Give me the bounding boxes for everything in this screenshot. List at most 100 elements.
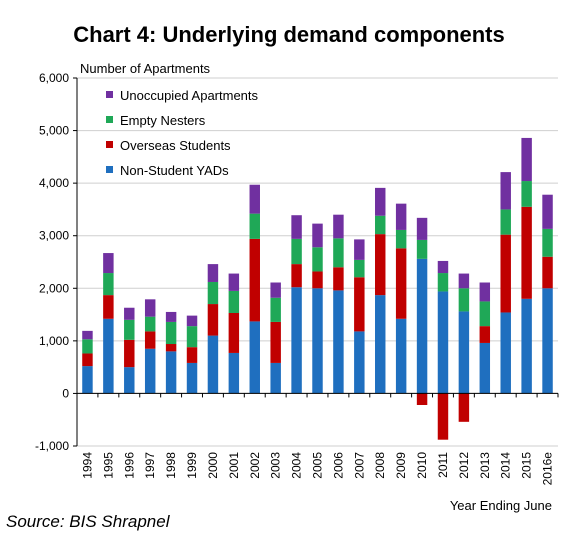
bar-segment bbox=[395, 248, 407, 319]
bar-segment bbox=[207, 281, 219, 305]
bar-segment bbox=[291, 287, 302, 394]
bar-segment bbox=[165, 311, 177, 322]
x-tick-label: 2007 bbox=[352, 452, 366, 479]
x-tick-label: 1995 bbox=[101, 452, 115, 479]
bar-segment bbox=[375, 187, 386, 216]
bar-segment bbox=[521, 181, 532, 207]
y-tick-label: 5,000 bbox=[39, 124, 69, 138]
bar-segment bbox=[270, 282, 281, 298]
bar-segment bbox=[249, 184, 260, 214]
bar-segment bbox=[479, 342, 491, 394]
legend-label: Empty Nesters bbox=[120, 113, 206, 128]
bar-segment bbox=[270, 362, 281, 394]
y-axis-label: Number of Apartments bbox=[80, 61, 211, 76]
bar-segment bbox=[521, 298, 532, 394]
bar-segment bbox=[354, 259, 365, 278]
bar-segment bbox=[375, 295, 386, 394]
x-tick-label: 2000 bbox=[206, 452, 220, 479]
bar-segment bbox=[542, 194, 553, 229]
bar-segment bbox=[354, 331, 365, 394]
y-tick-label: 1,000 bbox=[39, 334, 69, 348]
bar-segment bbox=[395, 229, 407, 249]
x-axis-label: Year Ending June bbox=[450, 498, 552, 513]
y-tick-labels: -1,000 0 1,000 2,000 3,000 4,000 5,000 6,000 bbox=[35, 71, 69, 453]
bar-segment bbox=[437, 291, 449, 394]
bar-segment bbox=[542, 256, 553, 289]
bar-segment bbox=[249, 238, 260, 322]
x-tick-label: 2008 bbox=[373, 452, 387, 479]
bar-segment bbox=[270, 321, 281, 363]
bar-segment bbox=[144, 299, 156, 317]
bar-segment bbox=[437, 273, 449, 292]
bar-segment bbox=[186, 315, 198, 327]
bar-segment bbox=[437, 260, 449, 274]
bar-segment bbox=[375, 234, 386, 296]
source-note: Source: BIS Shrapnel bbox=[6, 512, 170, 531]
bar-segment bbox=[82, 353, 93, 367]
legend-swatch bbox=[106, 141, 113, 148]
bar-segment bbox=[291, 238, 302, 265]
bar-segment bbox=[333, 267, 344, 291]
bar-segment bbox=[395, 203, 407, 230]
bar-segment bbox=[82, 330, 93, 340]
x-tick-label: 2011 bbox=[436, 452, 450, 478]
bar-segment bbox=[165, 351, 177, 394]
bar-segment bbox=[542, 228, 553, 257]
bar-segment bbox=[500, 172, 511, 210]
bar-segment bbox=[333, 238, 344, 268]
y-tick-label: 2,000 bbox=[39, 281, 69, 295]
bar-segment bbox=[458, 311, 470, 394]
bar-segment bbox=[416, 258, 428, 394]
y-tick-label: 0 bbox=[62, 386, 69, 400]
legend-label: Unoccupied Apartments bbox=[120, 88, 259, 103]
bar-segment bbox=[270, 297, 281, 322]
legend-swatch bbox=[106, 166, 113, 173]
bar-segment bbox=[500, 209, 511, 235]
x-tick-label: 2015 bbox=[520, 452, 534, 479]
x-tick-label: 2001 bbox=[227, 452, 241, 479]
bar-segment bbox=[479, 326, 491, 343]
bar-segment bbox=[479, 301, 491, 327]
bar-segment bbox=[103, 253, 114, 274]
y-tick-label: -1,000 bbox=[35, 439, 69, 453]
bar-segment bbox=[249, 321, 260, 394]
legend-swatch bbox=[106, 91, 113, 98]
bar-segment bbox=[207, 335, 219, 394]
bar-segment bbox=[124, 339, 135, 368]
x-tick-label: 2010 bbox=[415, 452, 429, 479]
bar-segment bbox=[458, 288, 470, 312]
bar-segment bbox=[124, 367, 135, 394]
bar-segment bbox=[186, 362, 198, 394]
bar-segment bbox=[333, 290, 344, 394]
bar-segment bbox=[103, 273, 114, 296]
legend-label: Non-Student YADs bbox=[120, 163, 229, 178]
bar-segment bbox=[312, 247, 323, 272]
y-tick-label: 4,000 bbox=[39, 176, 69, 190]
chart-title: Chart 4: Underlying demand components bbox=[73, 22, 505, 47]
x-tick-label: 2005 bbox=[311, 452, 325, 479]
bar-segment bbox=[479, 282, 491, 302]
bar-segment bbox=[500, 234, 511, 313]
x-tick-label: 1996 bbox=[122, 452, 136, 479]
bar-segment bbox=[249, 213, 260, 239]
bar-segment bbox=[207, 264, 219, 282]
x-tick-label: 2006 bbox=[331, 452, 345, 479]
bar-segment bbox=[521, 137, 532, 182]
bar-segment bbox=[333, 214, 344, 239]
bar-segment bbox=[124, 319, 135, 340]
bar-segment bbox=[144, 331, 156, 349]
y-tick-label: 3,000 bbox=[39, 229, 69, 243]
bars bbox=[82, 137, 553, 440]
bar-segment bbox=[521, 206, 532, 299]
bar-segment bbox=[458, 393, 470, 422]
x-tick-label: 1999 bbox=[185, 452, 199, 479]
bar-segment bbox=[458, 273, 470, 289]
bar-segment bbox=[144, 316, 156, 332]
bar-segment bbox=[542, 288, 553, 394]
bar-segment bbox=[312, 223, 323, 248]
bar-segment bbox=[354, 239, 365, 260]
bar-segment bbox=[186, 326, 198, 348]
bar-segment bbox=[228, 273, 240, 291]
bar-segment bbox=[124, 307, 135, 320]
